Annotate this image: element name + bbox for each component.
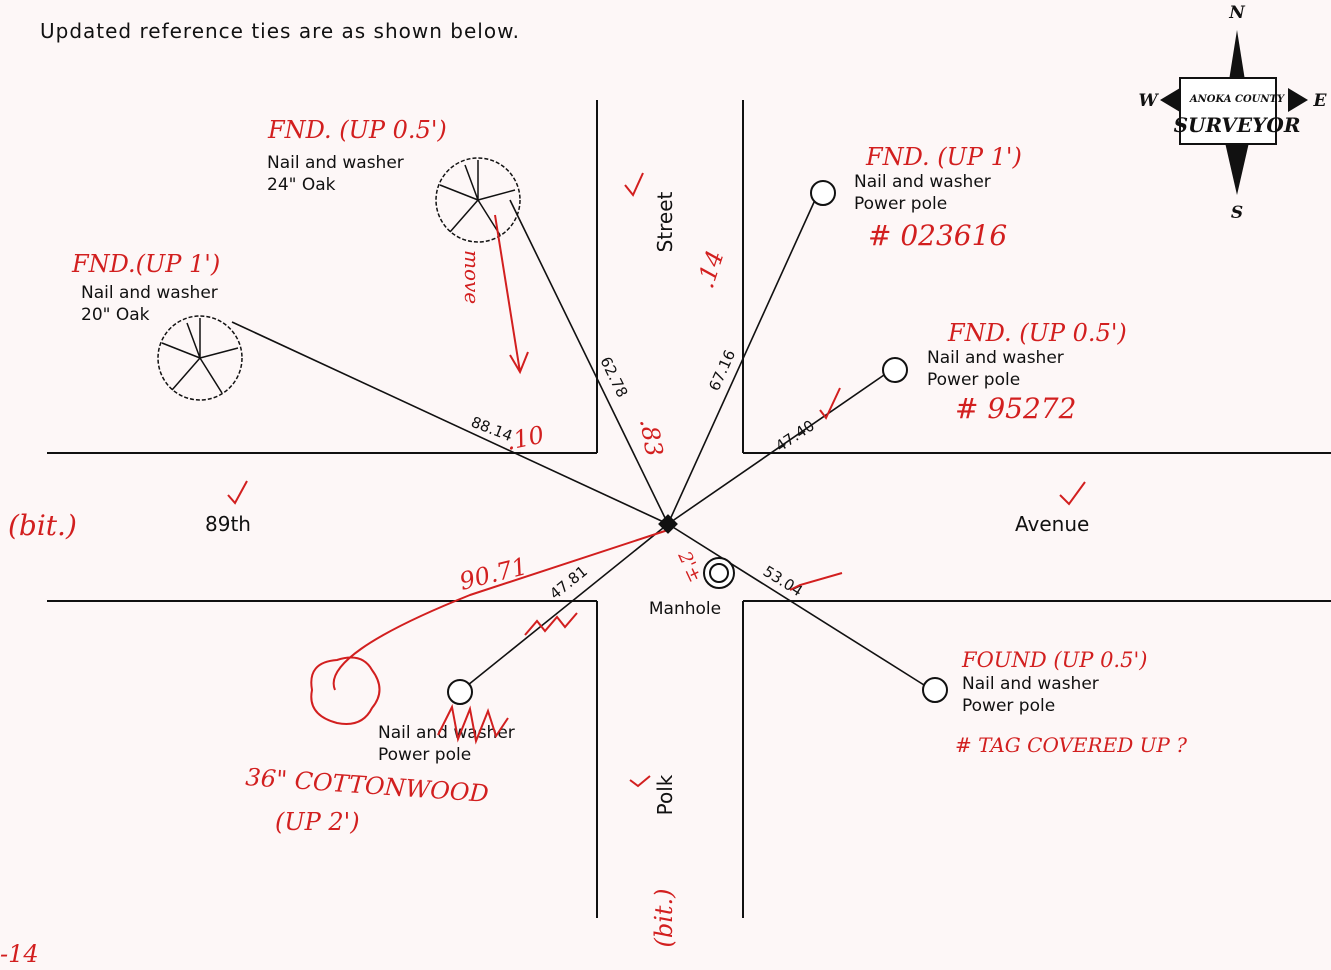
street-name: Polk [653,774,677,815]
tie-label: 20" Oak [81,305,150,325]
tie-line [510,200,668,524]
tie-label: Power pole [854,194,947,214]
new-tie-distance: 90.71 [457,552,530,596]
compass-north: N [1228,3,1246,23]
street-name: Street [653,191,677,252]
tie-label: Nail and washer [927,348,1064,368]
cottonwood [311,658,379,724]
scribble [525,613,577,635]
note-move: move [460,250,484,304]
move-arrow [495,215,528,372]
compass-south: S [1231,203,1243,223]
tie-line [668,200,815,524]
tie-correction: .14 [691,247,729,292]
tie-label: Power pole [378,745,471,765]
tie-label: Nail and washer [854,172,991,192]
tie-label: Nail and washer [81,283,218,303]
tie-label: Power pole [927,370,1020,390]
tie-distance: 53.04 [760,562,806,600]
street-name: 89th [205,512,251,536]
compass-arrow [1160,88,1180,112]
tie-label: 24" Oak [267,175,336,195]
compass-agency: ANOKA COUNTY [1189,94,1285,105]
tie-line [468,524,668,685]
tie-tag: # TAG COVERED UP ? [955,733,1187,757]
new-tie-status: (UP 2') [275,808,360,836]
check-marks [228,173,1085,786]
control-point [658,514,678,534]
tie-correction: .83 [634,416,668,458]
manhole [704,558,734,588]
power-pole [883,358,907,382]
tie-line [668,375,884,524]
tie-distance: 67.16 [705,347,739,394]
tie-distance: 47.40 [772,416,818,455]
tie-label: Nail and washer [962,674,1099,694]
tie-status: FND. (UP 0.5') [947,319,1127,347]
header: Updated reference ties are as shown belo… [40,19,520,43]
tie-status: FND. (UP 1') [865,143,1022,171]
tie-tag: # 95272 [955,392,1076,425]
tie-status: FND. (UP 0.5') [267,116,447,144]
tree [436,158,520,242]
page: {"header": {"text": "Updated reference t… [0,0,1331,970]
tie-line [232,322,668,524]
new-tie-object: 36" COTTONWOOD [245,763,490,808]
compass-west: W [1138,91,1159,111]
compass: N S W E ANOKA COUNTY SURVEYOR [1138,3,1327,223]
tie-label: Nail and washer [267,153,404,173]
power-pole [448,680,472,704]
compass-east: E [1313,91,1328,111]
tie-status: FND.(UP 1') [71,250,220,278]
surface-note: (bit.) [650,888,678,947]
surface-note: (bit.) [8,509,77,542]
tie-tag: # 023616 [868,219,1007,252]
diagram: Updated reference ties are as shown belo… [0,0,1331,970]
manhole-offset: 2'± [673,547,706,585]
power-pole [811,181,835,205]
power-pole [923,678,947,702]
tree [158,316,242,400]
tie-distance: 62.78 [596,354,631,400]
page-mark: -14 [0,940,39,968]
manhole-label: Manhole [649,599,721,619]
street-name: Avenue [1015,512,1089,536]
compass-title: SURVEYOR [1174,113,1301,137]
new-tie-line [334,530,668,690]
tie-status: FOUND (UP 0.5') [961,648,1147,672]
compass-arrow [1288,88,1308,112]
tie-label: Power pole [962,696,1055,716]
